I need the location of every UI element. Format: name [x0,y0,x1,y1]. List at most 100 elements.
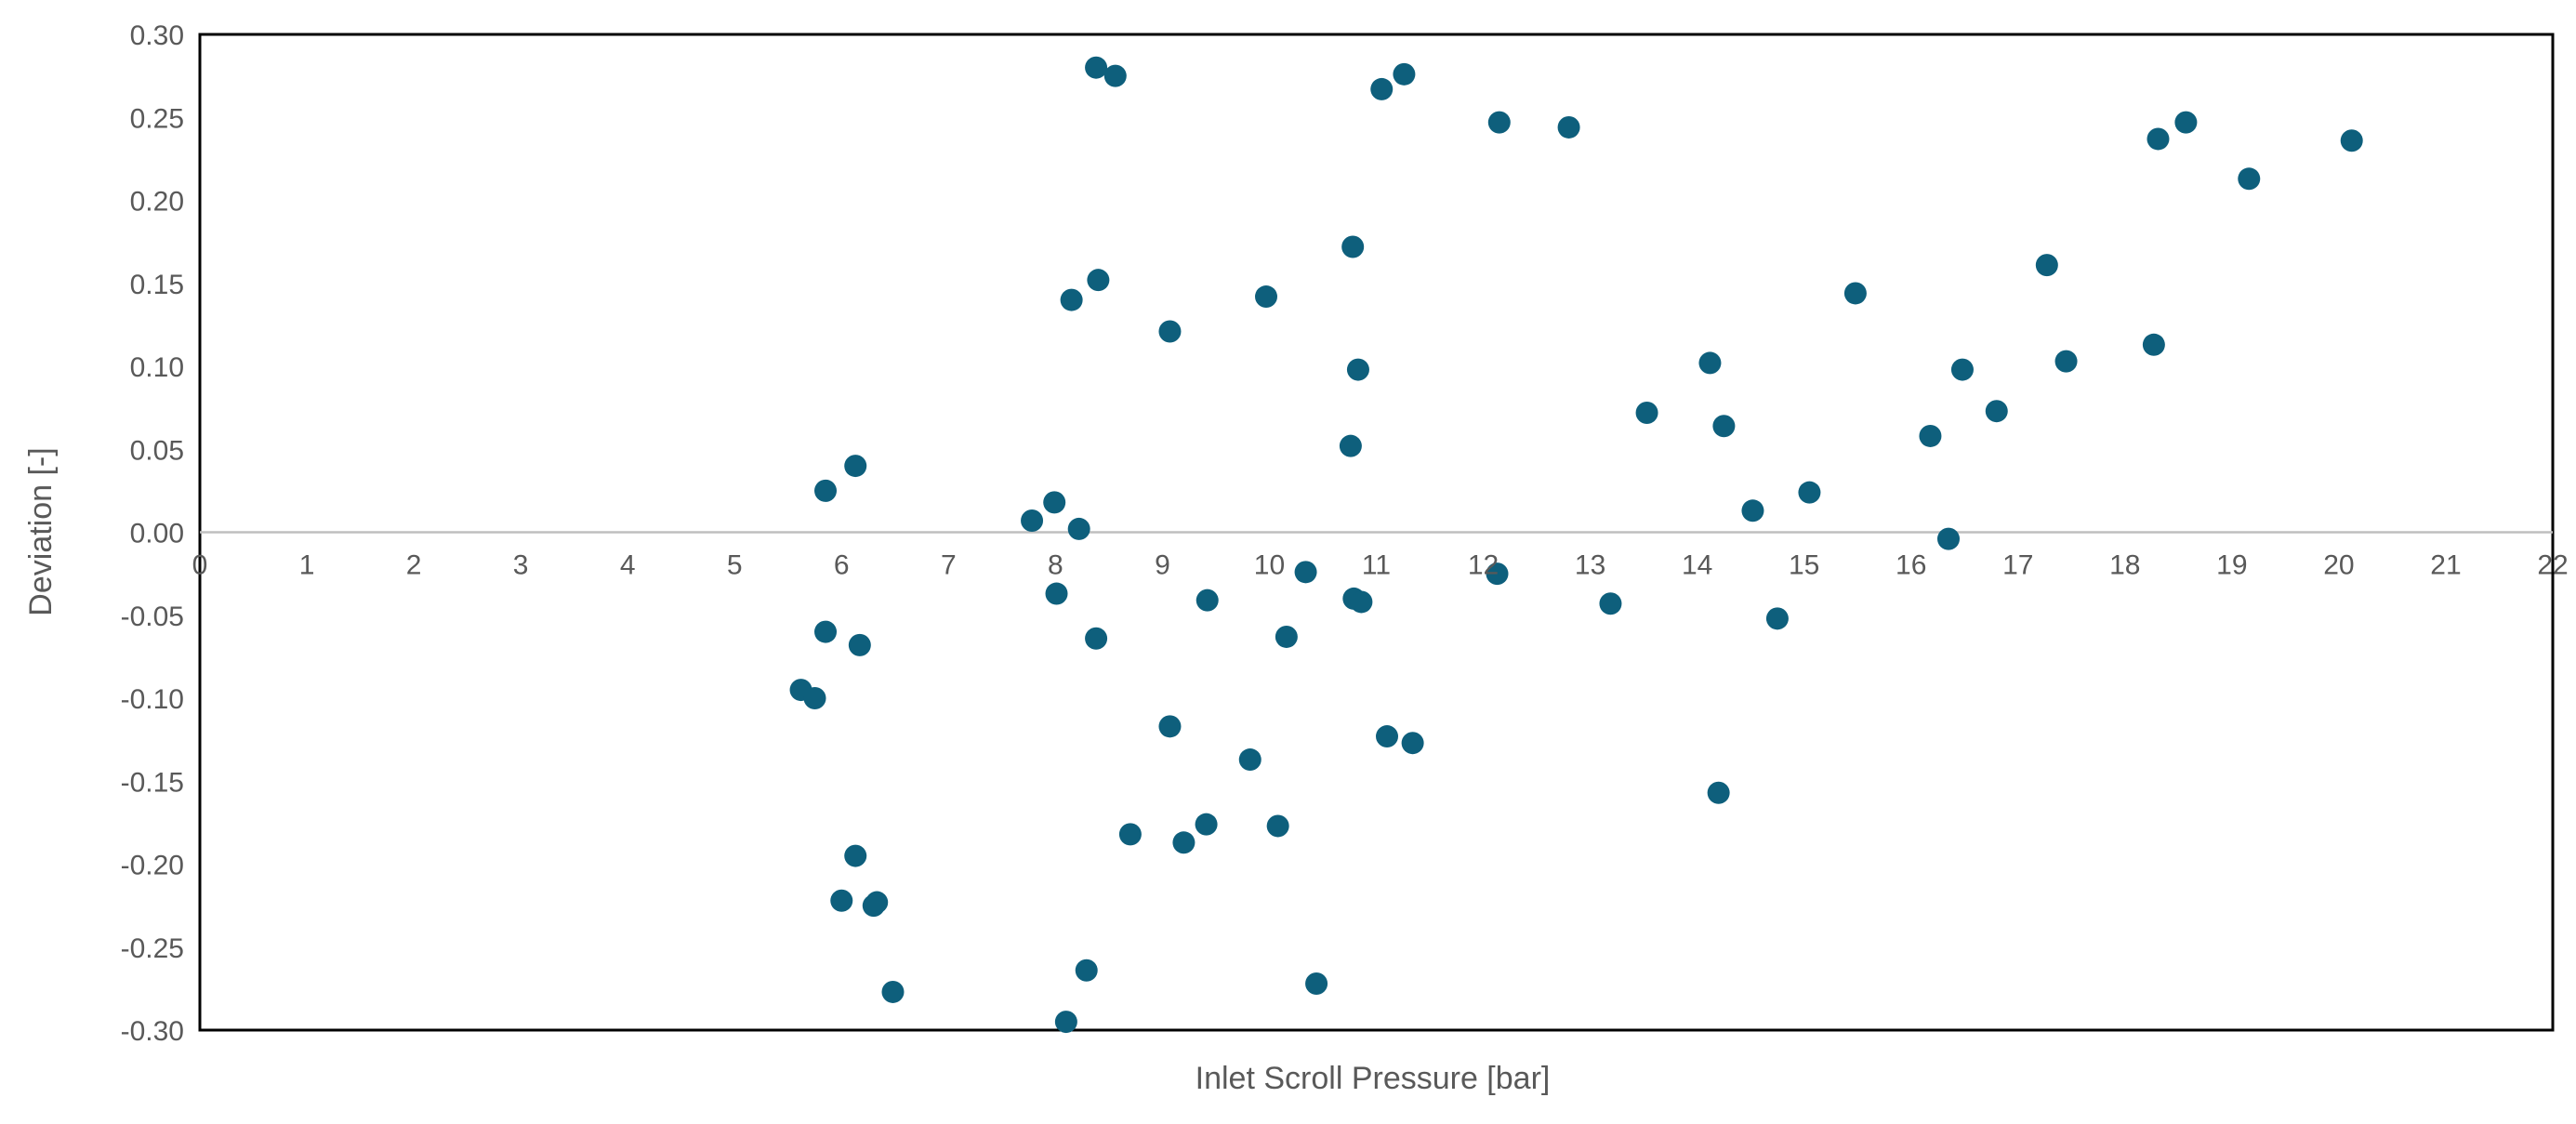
x-tick-label: 5 [727,550,743,581]
data-point [2142,333,2165,356]
data-point [2238,167,2261,191]
data-point [803,687,826,709]
data-point [1045,582,1068,605]
data-point [1043,491,1066,514]
x-tick-label: 17 [2002,550,2033,581]
data-point [1707,781,1730,804]
data-point [1021,509,1044,533]
data-point [1798,481,1821,504]
data-point [1172,831,1196,854]
data-point [1698,351,1722,375]
x-tick-label: 7 [941,550,957,581]
x-tick-label: 19 [2216,550,2247,581]
data-point [1346,358,1369,381]
data-point [1339,434,1362,457]
x-tick-label: 8 [1048,550,1063,581]
x-tick-label: 12 [1468,550,1499,581]
y-tick-label: 0.25 [130,103,184,134]
data-point [1370,77,1394,100]
x-axis-title: Inlet Scroll Pressure [bar] [1196,1061,1551,1096]
data-point [1599,592,1622,615]
x-tick-label: 20 [2323,550,2354,581]
y-axis-title: Deviation [-] [23,447,59,615]
y-tick-label: -0.20 [121,851,184,881]
data-point [1195,813,1218,836]
data-point [1275,625,1298,648]
data-point [1341,235,1365,258]
x-tick-label: 22 [2537,550,2568,581]
data-point [1985,400,2008,423]
x-tick-label: 10 [1254,550,1285,581]
x-tick-label: 4 [620,550,636,581]
y-axis-ticks: 0.30 0.25 0.20 0.15 0.10 0.05 0.00 -0.05 -0.10 -0… [121,20,184,1047]
y-tick-label: -0.15 [121,767,184,798]
data-point [1158,320,1182,343]
y-tick-label: -0.25 [121,933,184,964]
x-axis-ticks: 0 1 2 3 4 5 6 7 8 9 10 11 12 13 14 15 16 17 18 19 20 21 22 [192,550,2569,581]
x-tick-label: 18 [2109,550,2140,581]
x-tick-label: 14 [1682,550,1712,581]
y-tick-label: 0.30 [130,20,184,51]
data-point [1486,562,1509,586]
data-point [1255,285,1278,309]
x-tick-label: 11 [1362,550,1391,581]
data-point [1765,607,1789,630]
data-point [2035,254,2058,277]
data-point [2340,129,2363,152]
data-point [1054,1011,1077,1034]
y-tick-label: -0.30 [121,1016,184,1047]
data-point [1843,282,1867,305]
data-points [789,56,2363,1034]
y-tick-label: 0.00 [130,519,184,549]
data-point [1635,401,1658,424]
y-tick-label: 0.20 [130,187,184,218]
data-point [1350,590,1373,614]
plot-area [198,33,2555,1034]
x-tick-label: 13 [1575,550,1605,581]
y-tick-label: -0.10 [121,684,184,715]
data-point [1393,62,1416,86]
data-point [1401,732,1424,755]
y-tick-label: 0.05 [130,435,184,466]
data-point [844,844,867,867]
x-tick-label: 15 [1789,550,1819,581]
x-tick-label: 16 [1896,550,1926,581]
data-point [865,891,889,914]
data-point [1487,111,1511,134]
data-point [1087,269,1110,292]
data-point [1085,627,1108,650]
y-tick-label: -0.05 [121,602,184,632]
data-point [1067,517,1090,540]
data-point [1158,715,1182,738]
data-point [1196,588,1219,612]
data-point [1085,56,1108,79]
x-tick-label: 9 [1155,550,1170,581]
y-tick-label: 0.15 [130,270,184,300]
data-point [1557,115,1580,139]
data-point [1712,415,1736,438]
x-tick-label: 0 [192,550,208,581]
data-point [1950,358,1974,381]
data-point [844,455,867,478]
data-point [1919,424,1942,447]
x-tick-label: 3 [513,550,529,581]
data-point [1118,823,1142,846]
x-tick-label: 21 [2430,550,2461,581]
data-point [2054,350,2078,373]
data-point [881,980,905,1003]
data-point [848,633,871,656]
data-point [1060,288,1083,311]
data-point [830,889,853,912]
data-point [1741,499,1764,522]
data-point [814,620,838,643]
data-point [1305,972,1328,996]
data-point [1238,748,1262,772]
data-point [1266,814,1289,838]
data-point [1103,64,1127,87]
data-point [814,479,838,502]
data-point [1294,561,1317,584]
data-point [1376,725,1399,748]
x-tick-label: 2 [406,550,422,581]
